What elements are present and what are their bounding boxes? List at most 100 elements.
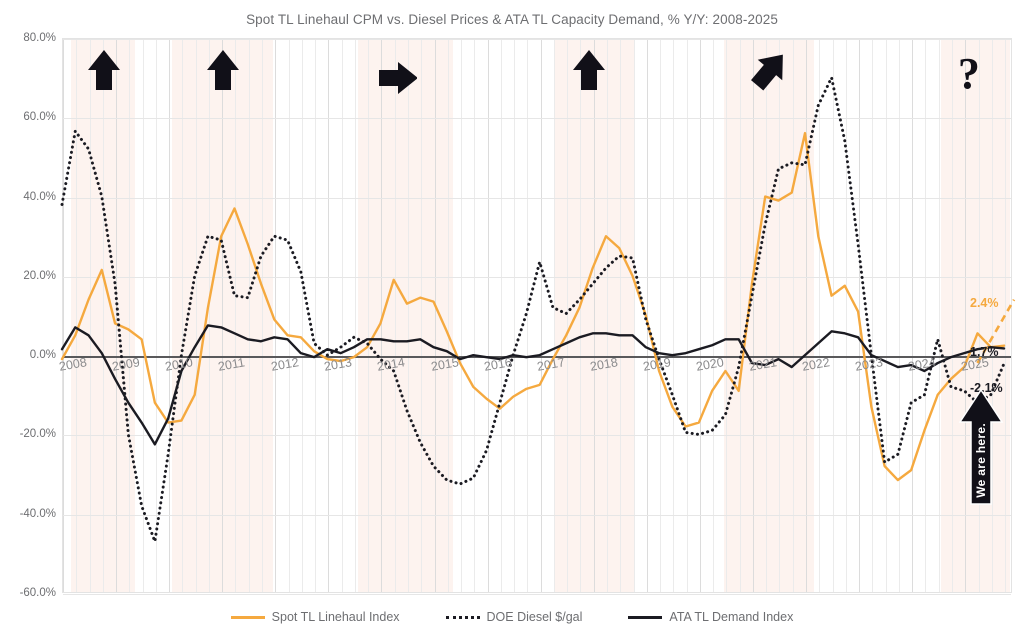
- gridline-vertical: [779, 39, 781, 592]
- gridline-vertical: [686, 39, 688, 592]
- gridline-vertical: [951, 39, 953, 592]
- gridline-vertical: [633, 39, 635, 592]
- gridline-vertical: [965, 39, 967, 592]
- gridline-vertical: [275, 39, 277, 592]
- gridline-vertical: [341, 39, 343, 592]
- gridline-vertical: [222, 39, 224, 592]
- legend-swatch: [230, 615, 265, 619]
- series-end-label: -2.1%: [970, 380, 1003, 395]
- gridline-vertical: [527, 39, 529, 592]
- gridline-vertical: [76, 39, 78, 592]
- gridline-vertical: [806, 39, 808, 592]
- gridline-vertical: [394, 39, 396, 592]
- gridline-vertical: [89, 39, 91, 592]
- gridline-vertical: [288, 39, 290, 592]
- gridline-vertical: [248, 39, 250, 592]
- gridline-horizontal: [63, 276, 1011, 278]
- we-are-here-label-wrap: We are here.: [958, 388, 1004, 506]
- gridline-vertical: [208, 39, 210, 592]
- gridline-vertical: [262, 39, 264, 592]
- y-axis-labels: 80.0% 60.0% 40.0% 20.0% 0.0% -20.0% -40.0% -60.…: [0, 32, 56, 599]
- arrow-up-icon: [573, 49, 606, 90]
- gridline-vertical: [129, 39, 131, 592]
- gridline-vertical: [845, 39, 847, 592]
- gridline-vertical: [328, 39, 330, 592]
- gridline-vertical: [766, 39, 768, 592]
- gridline-vertical: [567, 39, 569, 592]
- legend-label: DOE Diesel $/gal: [486, 610, 583, 624]
- gridline-vertical: [859, 39, 861, 592]
- gridline-vertical: [660, 39, 662, 592]
- gridline-vertical: [580, 39, 582, 592]
- gridline-vertical: [434, 39, 436, 592]
- legend-swatch: [445, 615, 480, 619]
- arrow-up-2: [204, 48, 242, 97]
- y-tick-label: 40.0%: [23, 190, 56, 203]
- gridline-vertical: [461, 39, 463, 592]
- gridline-vertical: [142, 39, 144, 592]
- question-mark: ?: [958, 51, 980, 96]
- gridline-vertical: [1005, 39, 1007, 592]
- gridline-vertical: [978, 39, 980, 592]
- gridline-vertical: [606, 39, 608, 592]
- gridline-vertical: [885, 39, 887, 592]
- gridline-vertical: [699, 39, 701, 592]
- legend-item[interactable]: Spot TL Linehaul Index: [230, 610, 400, 624]
- legend-swatch: [628, 615, 663, 619]
- gridline-vertical: [102, 39, 104, 592]
- gridline-vertical: [752, 39, 754, 592]
- gridline-horizontal: [63, 39, 1011, 40]
- y-tick-label: 80.0%: [23, 32, 56, 44]
- gridline-vertical: [354, 39, 356, 592]
- gridline-vertical: [912, 39, 914, 592]
- arrow-up-icon: [207, 49, 240, 90]
- chart-legend: Spot TL Linehaul Index DOE Diesel $/gal AT…: [0, 604, 1024, 630]
- gridline-vertical: [155, 39, 157, 592]
- arrow-up-3: [570, 48, 608, 97]
- gridline-vertical: [713, 39, 715, 592]
- gridline-vertical: [726, 39, 728, 592]
- gridline-vertical: [116, 39, 118, 592]
- gridline-vertical: [553, 39, 555, 592]
- arrow-up-right-icon: [750, 54, 783, 91]
- gridline-vertical: [925, 39, 927, 592]
- chart-title: Spot TL Linehaul CPM vs. Diesel Prices &…: [246, 12, 778, 27]
- gridline-vertical: [315, 39, 317, 592]
- series-end-label: 1.7%: [970, 345, 999, 360]
- gridline-vertical: [540, 39, 542, 592]
- gridline-vertical: [620, 39, 622, 592]
- y-tick-label: -60.0%: [19, 587, 56, 599]
- gridline-horizontal: [63, 594, 1011, 595]
- y-tick-label: 20.0%: [23, 269, 56, 282]
- gridline-vertical: [474, 39, 476, 592]
- gridline-vertical: [381, 39, 383, 592]
- gridline-vertical: [819, 39, 821, 592]
- gridline-vertical: [938, 39, 940, 592]
- gridline-horizontal: [63, 435, 1011, 437]
- legend-label: Spot TL Linehaul Index: [271, 610, 400, 624]
- gridline-vertical: [195, 39, 197, 592]
- arrow-right-1: [378, 56, 419, 105]
- gridline-vertical: [991, 39, 993, 592]
- y-tick-label: 0.0%: [29, 349, 56, 362]
- arrow-up-1: [85, 48, 123, 97]
- we-are-here-label: We are here.: [974, 422, 988, 498]
- gridline-vertical: [673, 39, 675, 592]
- gridline-vertical: [421, 39, 423, 592]
- shaded-band: [723, 39, 814, 592]
- y-tick-label: 60.0%: [23, 111, 56, 124]
- we-are-here-annotation: We are here.: [958, 388, 1004, 506]
- gridline-vertical: [514, 39, 516, 592]
- shaded-band: [357, 39, 454, 592]
- gridline-vertical: [301, 39, 303, 592]
- gridline-vertical: [235, 39, 237, 592]
- gridline-vertical: [63, 39, 64, 592]
- legend-item[interactable]: DOE Diesel $/gal: [445, 610, 583, 624]
- gridline-vertical: [368, 39, 370, 592]
- arrow-up-right-1: [750, 48, 789, 97]
- arrow-up-icon: [87, 49, 120, 90]
- gridline-vertical: [872, 39, 874, 592]
- legend-label: ATA TL Demand Index: [669, 610, 794, 624]
- gridline-vertical: [487, 39, 489, 592]
- legend-item[interactable]: ATA TL Demand Index: [628, 610, 793, 624]
